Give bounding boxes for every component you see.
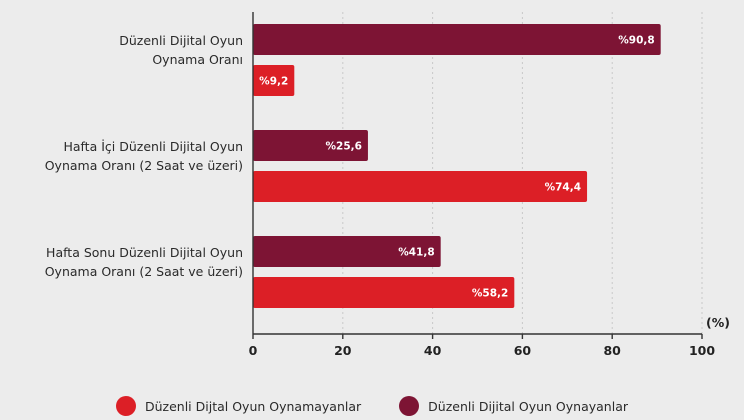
legend-label: Düzenli Dijital Oyun Oynayanlar <box>428 398 628 414</box>
bar-players <box>253 130 368 161</box>
legend-item: Düzenli Dijtal Oyun Oynamayanlar <box>115 396 362 416</box>
data-label: %58,2 <box>472 288 508 300</box>
tick-label: 20 <box>334 343 352 358</box>
bar-players <box>253 236 441 267</box>
data-label: %74,4 <box>545 182 581 194</box>
legend-label: Düzenli Dijtal Oyun Oynamayanlar <box>144 398 362 414</box>
tick-label: 0 <box>249 343 258 358</box>
data-label: %25,6 <box>326 141 362 153</box>
category-label: Hafta İçi Düzenli Dijital Oyun Oynama Ora… <box>45 139 243 173</box>
bar-nonplayers <box>253 171 588 202</box>
tick-label: 60 <box>514 343 532 358</box>
category-label: Hafta Sonu Düzenli Dijital Oyun Oynama Or… <box>45 245 243 279</box>
legend-swatch <box>115 396 136 416</box>
axis-unit-label: (%) <box>706 315 730 330</box>
data-label: %41,8 <box>398 247 434 259</box>
tick-label: 40 <box>424 343 442 358</box>
bar-nonplayers <box>253 65 295 96</box>
bar-nonplayers <box>253 277 515 308</box>
bar-players <box>253 24 661 55</box>
legend-item: Düzenli Dijital Oyun Oynayanlar <box>399 396 628 416</box>
data-label: %90,8 <box>618 35 654 47</box>
bar-chart: Düzenli Dijital Oyun Oynama Oranı %90,8 %9,… <box>45 12 730 358</box>
legend: Düzenli Dijtal Oyun Oynamayanlar Düzenli … <box>0 392 744 420</box>
data-label: %9,2 <box>259 76 288 88</box>
legend-swatch <box>399 396 420 416</box>
category-label: Düzenli Dijital Oyun Oynama Oranı <box>119 33 243 67</box>
tick-label: 80 <box>603 343 621 358</box>
tick-label: 100 <box>689 343 715 358</box>
